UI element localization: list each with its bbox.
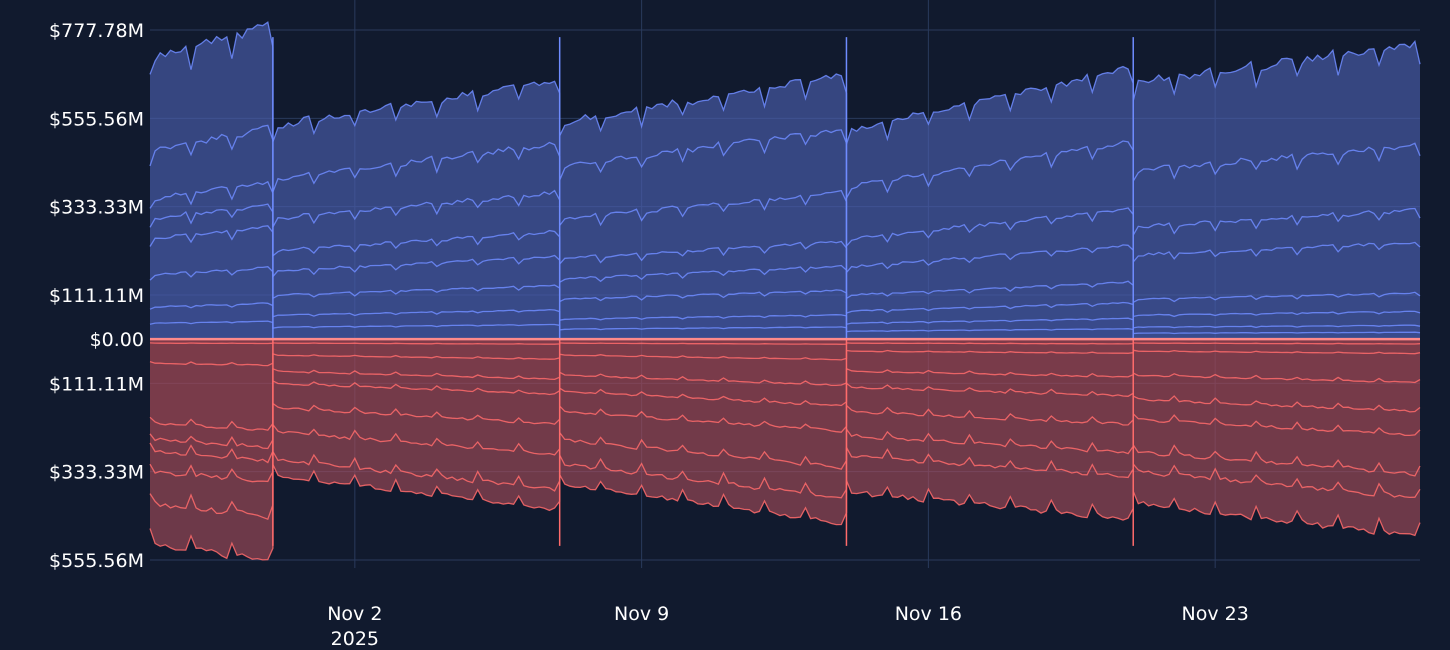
negative-series-line — [149, 447, 1421, 521]
x-tick-sublabel: 2025 — [331, 628, 379, 650]
negative-area-overlay — [150, 339, 1420, 560]
positive-area-band — [150, 204, 1420, 303]
positive-series-line — [149, 302, 1421, 329]
y-tick-label: $555.56M — [49, 550, 144, 572]
positive-area-band — [150, 225, 1420, 317]
positive-series-line — [149, 21, 1421, 145]
positive-series-line — [149, 124, 1421, 201]
x-tick-label: Nov 16 — [895, 603, 962, 625]
y-tick-label: $111.11M — [49, 285, 144, 307]
y-axis: $777.78M $555.56M $333.33M $111.11M $0.00 $11… — [49, 20, 144, 572]
y-tick-label: $333.33M — [49, 462, 144, 484]
negative-series-line — [149, 379, 1421, 450]
positive-series-line — [149, 266, 1421, 318]
negative-area-band — [150, 342, 1420, 366]
positive-series-line — [149, 225, 1421, 304]
x-tick-label: Nov 23 — [1182, 603, 1249, 625]
y-tick-label: $555.56M — [49, 108, 144, 130]
positive-area-band — [150, 22, 1420, 199]
positive-series-line — [149, 180, 1421, 248]
negative-area-band — [150, 380, 1420, 463]
negative-area-band — [150, 339, 1420, 345]
series-lines — [149, 21, 1421, 561]
x-tick-label: Nov 2 — [327, 603, 382, 625]
negative-series-line — [149, 342, 1421, 345]
y-tick-label: $0.00 — [90, 329, 144, 351]
negative-series-line — [149, 422, 1421, 483]
negative-series-line — [149, 402, 1421, 464]
negative-series-line — [149, 349, 1421, 367]
positive-area-overlay — [150, 22, 1420, 340]
y-tick-label: $777.78M — [49, 20, 144, 42]
positive-series-line — [149, 203, 1421, 275]
y-tick-label: $111.11M — [49, 373, 144, 395]
positive-area-band — [150, 302, 1420, 334]
negative-area-band — [150, 368, 1420, 449]
y-tick-label: $333.33M — [49, 197, 144, 219]
negative-area-band — [150, 447, 1420, 560]
x-tick-label: Nov 9 — [614, 603, 669, 625]
negative-area-band — [150, 403, 1420, 482]
positive-area-band — [150, 125, 1420, 246]
x-axis: Nov 2 2025 Nov 9 Nov 16 Nov 23 — [327, 603, 1249, 650]
negative-series-line — [149, 367, 1421, 431]
area-series — [150, 22, 1420, 560]
negative-area-band — [150, 424, 1420, 520]
positive-area-band — [150, 266, 1420, 328]
negative-series-line — [149, 464, 1421, 561]
negative-area-band — [150, 350, 1420, 431]
positive-area-band — [150, 181, 1420, 273]
positive-series-line — [149, 320, 1421, 335]
